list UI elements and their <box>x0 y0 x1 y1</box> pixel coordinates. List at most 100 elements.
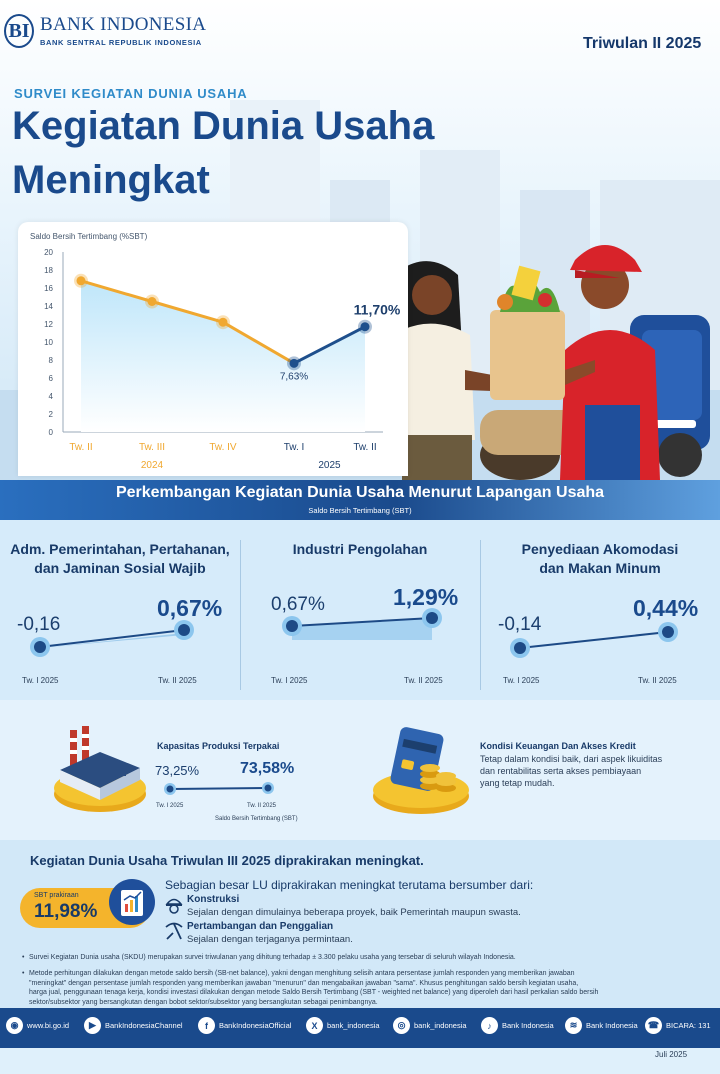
sector-band-title: Perkembangan Kegiatan Dunia Usaha Menuru… <box>115 484 605 501</box>
x-icon: X <box>306 1017 323 1034</box>
x-tick-label: Tw. I <box>284 442 305 453</box>
forecast-intro: Sebagian besar LU diprakirakan meningkat… <box>165 878 534 892</box>
x-tick-label: Tw. III <box>139 442 165 453</box>
sector-1-prev-value: -0,16 <box>17 614 61 635</box>
footer-bar <box>0 1008 720 1048</box>
bi-logo-icon: BI <box>4 14 34 48</box>
survey-label: SURVEI KEGIATAN DUNIA USAHA <box>14 86 248 101</box>
tiktok-icon: ♪ <box>481 1017 498 1034</box>
sector-3-curr-value: 0,44% <box>633 595 699 621</box>
chart-line-segment <box>151 300 224 324</box>
sector-1-curr-value: 0,67% <box>157 595 223 621</box>
y-tick-label: 2 <box>49 410 54 419</box>
chart-area <box>81 280 365 432</box>
year-label-2025: 2025 <box>318 460 341 471</box>
facebook-icon: f <box>198 1017 215 1034</box>
footer-instagram-link[interactable]: ◎ bank_indonesia <box>393 1017 467 1034</box>
capacity-unit-label: Saldo Bersih Tertimbang (SBT) <box>215 816 298 822</box>
y-tick-label: 4 <box>49 392 54 401</box>
footer-spotify-link[interactable]: ≋ Bank Indonesia <box>565 1017 638 1034</box>
chart-point <box>218 317 228 327</box>
sector-1-prev-label: Tw. I 2025 <box>22 676 59 685</box>
sector-2-curr-value: 1,29% <box>393 584 459 610</box>
bank-subtitle: BANK SENTRAL REPUBLIK INDONESIA <box>40 38 202 47</box>
forecast-heading: Kegiatan Dunia Usaha Triwulan III 2025 d… <box>30 853 424 868</box>
finance-text-line3: yang tetap mudah. <box>480 778 555 788</box>
y-tick-label: 18 <box>44 266 53 275</box>
sector-2-title-line1: Industri Pengolahan <box>292 541 428 557</box>
sector-band <box>0 480 720 520</box>
spotify-icon: ≋ <box>565 1017 582 1034</box>
footer-website-link[interactable]: ◉ www.bi.go.id <box>6 1017 69 1034</box>
chart-point <box>289 358 299 368</box>
youtube-icon: ▶ <box>84 1017 101 1034</box>
finance-title: Kondisi Keuangan Dan Akses Kredit <box>480 741 636 751</box>
sector-1-title-line2: dan Jaminan Sosial Wajib <box>34 560 206 576</box>
chart-point <box>76 276 86 286</box>
period-label: Triwulan II 2025 <box>583 35 702 52</box>
footer-tiktok-text: Bank Indonesia <box>502 1021 554 1030</box>
footnote-2-line1: Metode perhitungan dilakukan dengan meto… <box>29 970 575 977</box>
sector-2-curr-label: Tw. II 2025 <box>404 676 443 685</box>
footnote-1: Survei Kegiatan Dunia usaha (SKDU) merup… <box>29 954 516 961</box>
capacity-curr-value: 73,58% <box>240 760 295 777</box>
footer-facebook-text: BankIndonesiaOfficial <box>219 1021 292 1030</box>
phone-icon: ☎ <box>645 1017 662 1034</box>
x-tick-label: Tw. II <box>69 442 92 453</box>
sector-band-subtitle: Saldo Bersih Tertimbang (SBT) <box>308 506 412 515</box>
forecast-badge-label: SBT prakiraan <box>34 892 79 899</box>
sector-3-prev-label: Tw. I 2025 <box>503 676 540 685</box>
year-label-2024: 2024 <box>141 460 164 471</box>
chart-line-segment <box>293 325 366 365</box>
footnote-2: Metode perhitungan dilakukan dengan meto… <box>29 969 714 1007</box>
sector-divider <box>480 540 481 690</box>
y-tick-label: 12 <box>44 320 53 329</box>
x-tick-label: Tw. II <box>353 442 376 453</box>
publish-date: Juli 2025 <box>655 1050 688 1059</box>
footer-facebook-link[interactable]: f BankIndonesiaOfficial <box>198 1017 291 1034</box>
chart-line-segment <box>222 320 295 365</box>
x-tick-label: Tw. IV <box>209 442 237 453</box>
footer-youtube-link[interactable]: ▶ BankIndonesiaChannel <box>84 1017 183 1034</box>
y-tick-label: 20 <box>44 248 53 257</box>
factory-icon <box>54 726 146 812</box>
finance-text-line2: dan rentabilitas serta akses pembiayaan <box>480 766 642 776</box>
chart-point <box>360 322 370 332</box>
y-tick-label: 14 <box>44 302 53 311</box>
chart-data-label: 7,63% <box>280 371 308 382</box>
headline-line2: Meningkat <box>12 158 210 202</box>
footnote-bullet: • <box>22 970 25 977</box>
y-tick-label: 6 <box>49 374 54 383</box>
footer-bicara-link[interactable]: ☎ BICARA: 131 <box>645 1017 711 1034</box>
capacity-trend-line <box>164 782 274 795</box>
chart-line-segment <box>80 279 153 303</box>
sector-1-trend-line <box>30 620 194 657</box>
instagram-icon: ◎ <box>393 1017 410 1034</box>
footer-spotify-text: Bank Indonesia <box>586 1021 638 1030</box>
pickaxe-icon <box>165 922 183 940</box>
sector-2-prev-label: Tw. I 2025 <box>271 676 308 685</box>
footer-website-text: www.bi.go.id <box>27 1021 70 1030</box>
sector-3-title: Penyediaan Akomodasi dan Makan Minum <box>480 540 720 578</box>
y-tick-label: 8 <box>49 356 54 365</box>
credit-coins-icon <box>373 727 469 814</box>
sector-3-trend-line <box>510 622 678 658</box>
footnote-bullet: • <box>22 954 25 961</box>
sector-3-curr-label: Tw. II 2025 <box>638 676 677 685</box>
y-tick-label: 10 <box>44 338 53 347</box>
footer-bicara-text: BICARA: 131 <box>666 1021 711 1030</box>
chart-report-icon <box>109 879 155 925</box>
footer-tiktok-link[interactable]: ♪ Bank Indonesia <box>481 1017 554 1034</box>
construction-worker-icon <box>165 898 183 914</box>
footnote-2-line2: "meningkat" dengan persentase jumlah res… <box>29 979 579 987</box>
sector-1-title: Adm. Pemerintahan, Pertahanan, dan Jamin… <box>0 540 240 578</box>
capacity-curr-label: Tw. II 2025 <box>247 803 277 809</box>
forecast-item-2-desc: Sejalan dengan terjaganya permintaan. <box>187 934 353 945</box>
sbt-chart-card: Saldo Bersih Tertimbang (%SBT) 0 2 4 6 8 10 12… <box>18 222 408 476</box>
forecast-item-1-name: Konstruksi <box>187 894 240 905</box>
forecast-item-1-desc: Sejalan dengan dimulainya beberapa proye… <box>187 907 521 918</box>
globe-icon: ◉ <box>6 1017 23 1034</box>
hero-section <box>0 0 720 480</box>
sector-1-title-line1: Adm. Pemerintahan, Pertahanan, <box>10 541 230 557</box>
